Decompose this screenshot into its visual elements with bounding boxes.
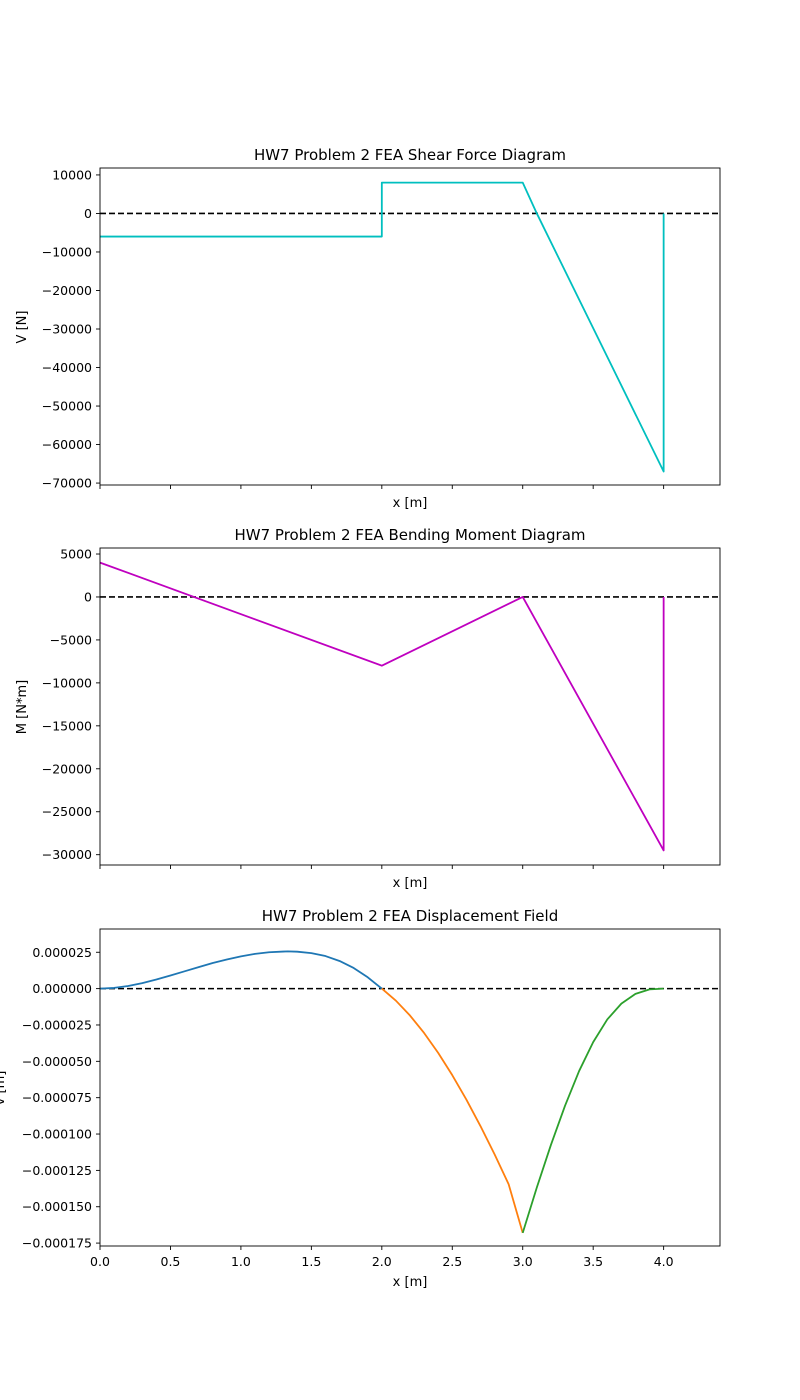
series-line (99, 561, 665, 852)
y-tick-label: −30000 (42, 322, 92, 337)
y-tick-label: 0 (84, 589, 92, 604)
y-axis-label: M [N*m] (15, 680, 30, 734)
y-axis-label: V [N] (15, 311, 30, 344)
x-tick-label: 3.0 (513, 1254, 533, 1269)
displacement-field-chart: HW7 Problem 2 FEA Displacement Field x [… (0, 907, 721, 1290)
bending-moment-chart: HW7 Problem 2 FEA Bending Moment Diagram… (15, 526, 721, 891)
x-tick-label: 1.0 (231, 1254, 251, 1269)
x-tick-label: 0.0 (90, 1254, 110, 1269)
series-line (381, 987, 524, 1234)
chart-title: HW7 Problem 2 FEA Bending Moment Diagram (235, 526, 586, 544)
y-tick-label: −10000 (42, 244, 92, 259)
y-tick-label: −0.000075 (22, 1090, 92, 1105)
y-tick-label: −25000 (42, 804, 92, 819)
y-tick-label: 0.000025 (32, 945, 92, 960)
x-tick-label: 2.0 (372, 1254, 392, 1269)
x-axis-label: x [m] (393, 876, 428, 891)
y-tick-label: 10000 (52, 167, 92, 182)
x-tick-label: 4.0 (654, 1254, 674, 1269)
y-tick-label: −50000 (42, 399, 92, 414)
x-axis-label: x [m] (393, 496, 428, 511)
y-tick-label: −20000 (42, 283, 92, 298)
chart-title: HW7 Problem 2 FEA Shear Force Diagram (254, 146, 566, 164)
y-tick-label: −5000 (50, 632, 92, 647)
y-tick-label: −0.000050 (22, 1054, 92, 1069)
shear-force-chart: HW7 Problem 2 FEA Shear Force Diagram x … (15, 146, 721, 511)
y-tick-label: −20000 (42, 761, 92, 776)
axes-frame (99, 547, 721, 866)
x-tick-label: 2.5 (442, 1254, 462, 1269)
y-tick-label: −10000 (42, 675, 92, 690)
y-tick-label: −0.000150 (22, 1199, 92, 1214)
series-line (521, 987, 664, 1234)
series-line (100, 181, 665, 473)
y-tick-label: −60000 (42, 437, 92, 452)
y-tick-label: −70000 (42, 476, 92, 491)
x-axis-label: x [m] (393, 1275, 428, 1290)
y-tick-label: 5000 (60, 547, 92, 562)
y-tick-label: −0.000175 (22, 1236, 92, 1251)
series-line (99, 950, 383, 990)
axes-frame (99, 167, 721, 486)
chart-title: HW7 Problem 2 FEA Displacement Field (262, 907, 558, 925)
y-axis-label: v [m] (0, 1071, 8, 1106)
y-tick-label: −15000 (42, 718, 92, 733)
x-tick-label: 3.5 (583, 1254, 603, 1269)
y-tick-label: −0.000125 (22, 1163, 92, 1178)
y-tick-label: −0.000025 (22, 1017, 92, 1032)
y-tick-label: 0 (84, 206, 92, 221)
y-tick-label: −40000 (42, 360, 92, 375)
x-tick-label: 1.5 (301, 1254, 321, 1269)
y-tick-label: −0.000100 (22, 1127, 92, 1142)
y-tick-label: 0.000000 (32, 981, 92, 996)
axes-frame (99, 928, 721, 1247)
x-tick-label: 0.5 (161, 1254, 181, 1269)
y-tick-label: −30000 (42, 847, 92, 862)
